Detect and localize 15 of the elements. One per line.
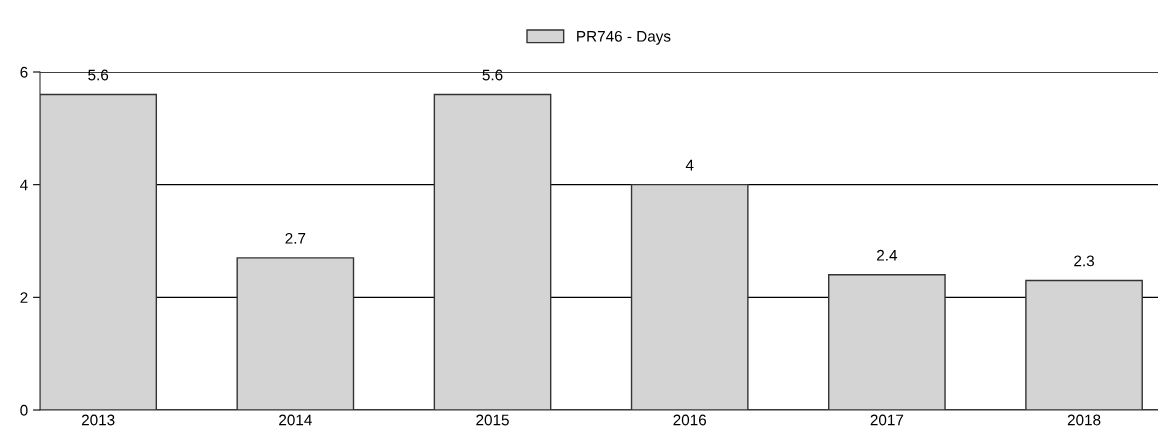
x-tick-label: 2018 (1067, 414, 1101, 426)
x-tick-label: 2015 (476, 414, 509, 426)
legend-label: PR746 - Days (577, 30, 671, 45)
x-tick-label: 2014 (279, 414, 312, 426)
x-tick-label: 2013 (81, 414, 115, 426)
data-label: 4 (685, 159, 694, 171)
data-label: 2.7 (285, 232, 306, 244)
x-tick-label: 2016 (673, 414, 707, 426)
y-tick-label: 6 (20, 66, 28, 78)
y-tick-label: 0 (20, 404, 28, 416)
data-label: 2.4 (877, 249, 898, 261)
y-tick-label: 2 (20, 292, 28, 303)
x-tick-label: 2017 (870, 414, 904, 426)
y-tick-label: 4 (20, 179, 28, 191)
data-label: 2.3 (1074, 255, 1095, 267)
